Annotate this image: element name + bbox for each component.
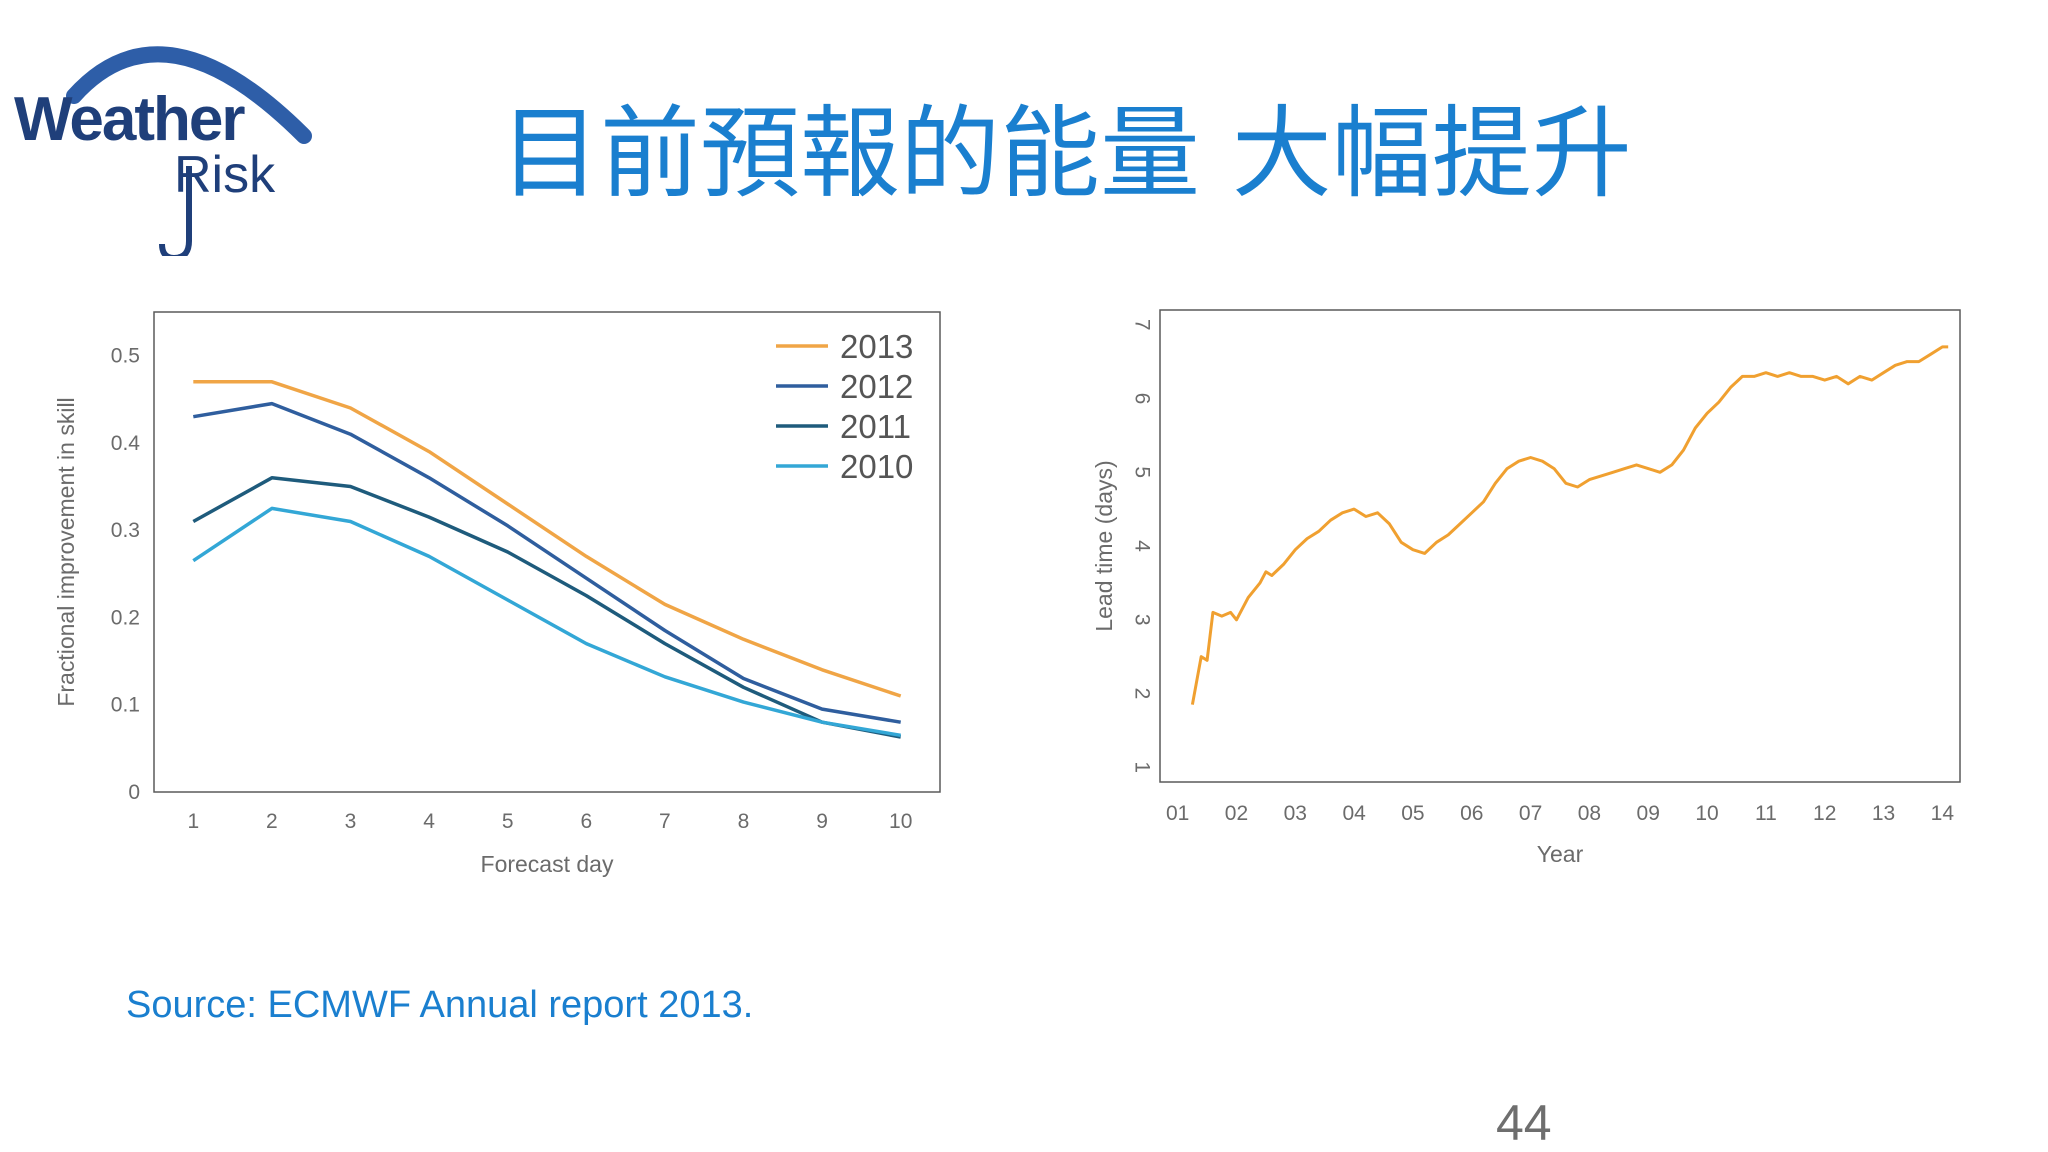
logo-word-weather: Weather: [14, 85, 245, 154]
weather-risk-logo: Weather Risk: [14, 46, 312, 256]
y-tick-label: 0: [128, 781, 140, 804]
series-line-2011: [192, 476, 902, 739]
legend-label-2011: 2011: [840, 408, 911, 445]
series-line-2013: [193, 380, 902, 698]
x-tick-label: 11: [1755, 802, 1777, 825]
x-tick-label: 10: [889, 810, 912, 833]
umbrella-handle: [159, 166, 192, 256]
logo-word-risk: Risk: [174, 146, 276, 204]
y-tick-label: 0.4: [111, 432, 141, 455]
y-tick-label: 3: [1131, 614, 1154, 626]
source-citation: Source: ECMWF Annual report 2013.: [126, 984, 754, 1026]
x-tick-label: 2: [266, 810, 278, 833]
y-axis-label: Fractional improvement in skill: [53, 397, 79, 706]
y-tick-label: 7: [1131, 319, 1154, 331]
slide-title: 目前預報的能量 大幅提升: [500, 95, 1632, 212]
y-tick-label: 1: [1131, 761, 1154, 773]
x-tick-label: 03: [1284, 802, 1307, 825]
x-tick-label: 9: [816, 810, 828, 833]
y-tick-label: 0.3: [111, 519, 140, 542]
x-tick-label: 5: [502, 810, 514, 833]
x-tick-label: 08: [1578, 802, 1601, 825]
x-axis-label: Year: [1537, 841, 1584, 867]
plot-frame: [1159, 309, 1961, 783]
x-tick-label: 13: [1872, 802, 1895, 825]
y-axis-label: Lead time (days): [1091, 460, 1117, 631]
y-tick-label: 6: [1131, 393, 1154, 405]
x-tick-label: 07: [1519, 802, 1542, 825]
y-tick-label: 5: [1131, 466, 1154, 478]
legend-label-2010: 2010: [840, 448, 913, 485]
x-tick-label: 8: [738, 810, 750, 833]
series-line-2012: [193, 401, 901, 724]
x-axis-label: Forecast day: [481, 851, 614, 877]
x-tick-label: 04: [1342, 802, 1366, 825]
x-tick-label: 05: [1401, 802, 1424, 825]
x-tick-label: 6: [580, 810, 592, 833]
skill-improvement-chart: 0 0.1 0.2 0.3 0.4 0.5 1 2 3 4 5 6 7 8 9 10 Forecast day F…: [53, 311, 941, 877]
y-tick-label: 0.5: [111, 345, 140, 368]
legend-label-2013: 2013: [840, 328, 913, 365]
umbrella-arc: [66, 46, 312, 144]
x-tick-label: 09: [1637, 802, 1660, 825]
plot-frame: [153, 311, 941, 793]
x-tick-label: 01: [1166, 802, 1189, 825]
legend-label-2012: 2012: [840, 368, 913, 405]
x-tick-label: 3: [345, 810, 357, 833]
y-tick-label: 2: [1131, 688, 1154, 700]
x-tick-label: 06: [1460, 802, 1483, 825]
y-tick-label: 0.1: [111, 694, 140, 717]
y-tick-label: 0.2: [111, 606, 140, 629]
x-tick-label: 12: [1813, 802, 1836, 825]
page-number: 44: [1496, 1095, 1552, 1151]
x-tick-label: 4: [423, 810, 435, 833]
x-tick-label: 02: [1225, 802, 1248, 825]
x-tick-label: 7: [659, 810, 671, 833]
lead-time-series-line: [1190, 345, 1949, 705]
y-tick-label: 4: [1131, 540, 1154, 552]
x-tick-label: 14: [1931, 802, 1955, 825]
series-line-2010: [192, 506, 901, 738]
x-tick-label: 1: [187, 810, 199, 833]
x-tick-label: 10: [1695, 802, 1718, 825]
